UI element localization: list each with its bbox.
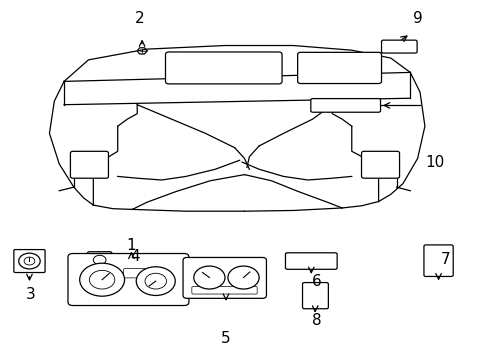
FancyBboxPatch shape [285,253,336,269]
Text: 7: 7 [440,252,449,267]
FancyBboxPatch shape [423,245,452,276]
Circle shape [93,255,106,265]
Text: 8: 8 [311,313,321,328]
Text: 9: 9 [412,11,422,26]
FancyBboxPatch shape [310,99,380,112]
FancyBboxPatch shape [361,151,399,178]
Circle shape [89,270,115,289]
Text: 10: 10 [424,155,443,170]
FancyBboxPatch shape [381,40,416,53]
Circle shape [227,266,259,289]
Circle shape [24,257,35,265]
Circle shape [19,253,40,269]
FancyBboxPatch shape [302,283,328,309]
FancyBboxPatch shape [165,52,282,84]
FancyBboxPatch shape [183,257,266,298]
FancyBboxPatch shape [70,151,108,178]
Circle shape [145,273,166,289]
Text: 3: 3 [26,287,36,302]
FancyBboxPatch shape [87,252,112,268]
Circle shape [80,263,124,296]
FancyBboxPatch shape [191,287,257,294]
Text: 5: 5 [221,331,230,346]
FancyBboxPatch shape [297,52,381,84]
Text: 6: 6 [311,274,321,289]
FancyBboxPatch shape [14,249,45,273]
Circle shape [193,266,224,289]
FancyBboxPatch shape [68,253,188,306]
Text: 1: 1 [126,238,136,253]
Circle shape [136,267,175,296]
Text: 2: 2 [135,11,144,26]
FancyBboxPatch shape [123,269,146,278]
Text: 4: 4 [130,248,139,264]
